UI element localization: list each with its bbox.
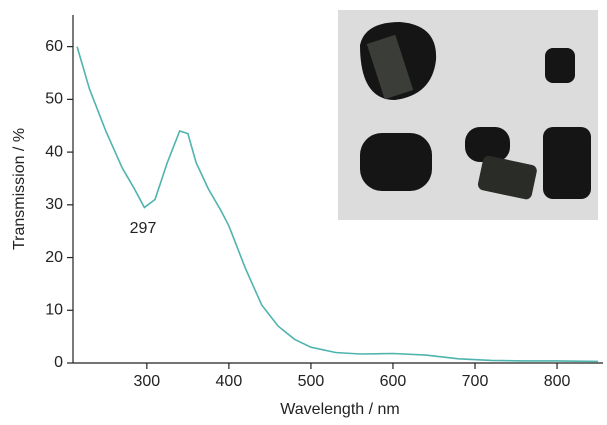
- annotation: 297: [130, 220, 157, 237]
- crystal: [543, 127, 591, 199]
- x-tick-label: 600: [380, 373, 407, 390]
- y-tick-label: 0: [54, 354, 63, 371]
- y-tick-label: 30: [45, 196, 63, 213]
- x-tick-label: 300: [133, 373, 160, 390]
- inset-photo: [338, 10, 598, 220]
- crystal: [360, 133, 432, 191]
- data-line: [76, 46, 599, 363]
- x-tick-label: 800: [544, 373, 571, 390]
- x-axis-title: Wavelength / nm: [280, 401, 399, 418]
- crystal: [477, 155, 537, 200]
- x-tick-label: 700: [462, 373, 489, 390]
- y-tick-label: 40: [45, 143, 63, 160]
- x-tick-label: 500: [298, 373, 325, 390]
- y-tick-label: 10: [45, 301, 63, 318]
- crystal: [465, 127, 510, 162]
- crystal: [545, 48, 575, 83]
- y-tick-label: 60: [45, 38, 63, 55]
- x-tick-label: 400: [216, 373, 243, 390]
- y-tick-label: 50: [45, 91, 63, 108]
- crystal-face: [366, 34, 414, 100]
- y-tick-label: 20: [45, 249, 63, 266]
- y-axis-title: Transmission / %: [11, 128, 28, 250]
